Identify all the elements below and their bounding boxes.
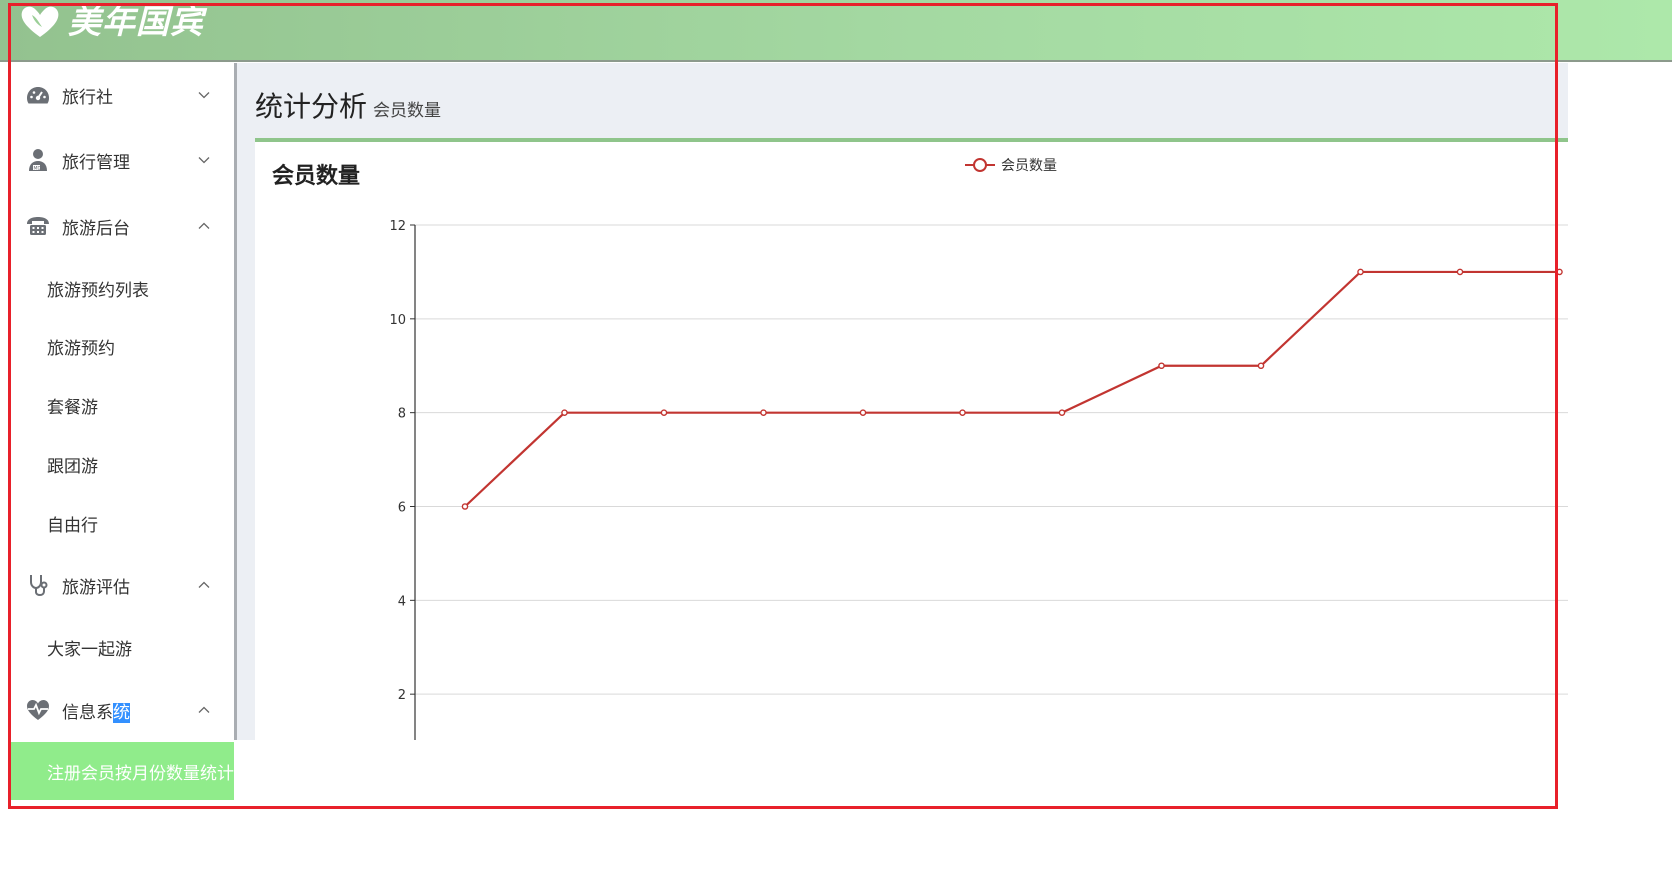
series-line — [464, 270, 1560, 508]
user-icon: MD — [26, 148, 50, 172]
data-point[interactable] — [660, 409, 668, 416]
y-tick-label: 8 — [398, 407, 406, 422]
data-point[interactable] — [1456, 268, 1464, 276]
main-content: 统计分析 会员数量 会员数量 2 4 6 8 10 12 会员数量 — [237, 63, 1568, 740]
sidebar-group-travel-agency[interactable]: 旅行社 — [10, 73, 234, 117]
heartbeat-icon — [26, 698, 50, 722]
data-point[interactable] — [1556, 268, 1563, 276]
sidebar-group-info-system[interactable]: 信息系统 — [10, 688, 234, 732]
page-title: 统计分析 — [255, 90, 368, 123]
sidebar-item-booking-list[interactable]: 旅游预约列表 — [10, 268, 234, 308]
sidebar-divider — [234, 63, 237, 740]
page-heading: 统计分析 会员数量 — [255, 85, 441, 125]
chart-card: 会员数量 2 4 6 8 10 12 会员数量 — [255, 138, 1568, 740]
y-tick-label: 2 — [398, 688, 406, 703]
legend-marker — [973, 158, 987, 172]
chevron-down-icon — [198, 92, 210, 99]
chevron-up-icon — [198, 706, 210, 713]
data-point[interactable] — [1357, 268, 1364, 276]
y-tick-label: 4 — [398, 594, 406, 609]
y-tick-label: 12 — [389, 219, 406, 234]
chevron-up-icon — [198, 222, 210, 229]
sidebar-item-label: 注册会员按月份数量统计 — [47, 763, 234, 784]
data-point[interactable] — [1058, 409, 1066, 416]
content-footer-area — [237, 740, 1568, 800]
brand-name: 美年国宾 — [68, 2, 204, 41]
brand-logo[interactable]: 美年国宾 — [18, 2, 204, 42]
sidebar-group-label: 旅行管理 — [62, 152, 130, 173]
sidebar-item-label: 旅游预约 — [47, 338, 115, 359]
svg-text:MD: MD — [34, 166, 42, 172]
sidebar-item-free-travel[interactable]: 自由行 — [10, 503, 234, 543]
telephone-icon — [26, 214, 50, 238]
sidebar-item-member-monthly-stats[interactable]: 注册会员按月份数量统计 — [10, 742, 234, 800]
chevron-down-icon — [198, 157, 210, 164]
sidebar-item-label: 跟团游 — [47, 456, 98, 477]
top-header: 美年国宾 — [0, 0, 1672, 62]
data-point[interactable] — [1158, 362, 1165, 370]
sidebar-item-package-tour[interactable]: 套餐游 — [10, 385, 234, 425]
dashboard-icon — [26, 83, 50, 107]
selected-text-highlight: 统 — [113, 702, 130, 723]
card-title: 会员数量 — [272, 164, 361, 189]
line-chart: 2 4 6 8 10 12 会员数量 — [389, 158, 1568, 740]
y-tick-label: 6 — [398, 501, 406, 516]
stethoscope-icon — [26, 573, 50, 597]
data-point[interactable] — [859, 409, 867, 416]
sidebar-group-travel-evaluation[interactable]: 旅游评估 — [10, 563, 234, 607]
data-point[interactable] — [461, 503, 469, 510]
sidebar-item-label: 大家一起游 — [47, 639, 132, 660]
sidebar-item-group-tour[interactable]: 跟团游 — [10, 444, 234, 484]
y-tick-label: 10 — [389, 313, 406, 328]
sidebar-item-booking[interactable]: 旅游预约 — [10, 326, 234, 366]
sidebar-group-travel-management[interactable]: MD 旅行管理 — [10, 138, 234, 182]
heart-leaf-logo-icon — [21, 6, 59, 37]
sidebar: 旅行社 MD 旅行管理 旅游后台 旅游预约列表 旅游预约 套餐游 — [10, 63, 234, 800]
data-point[interactable] — [760, 409, 767, 416]
sidebar-group-label: 旅行社 — [62, 87, 113, 108]
chevron-up-icon — [198, 581, 210, 588]
sidebar-item-label: 旅游预约列表 — [47, 280, 149, 301]
sidebar-group-label: 信息系统 — [62, 698, 130, 723]
data-point[interactable] — [959, 409, 966, 416]
sidebar-group-travel-backend[interactable]: 旅游后台 — [10, 204, 234, 248]
page-subtitle: 会员数量 — [373, 101, 442, 121]
sidebar-item-travel-together[interactable]: 大家一起游 — [10, 627, 234, 667]
legend-label[interactable]: 会员数量 — [1001, 158, 1057, 174]
sidebar-item-label: 套餐游 — [47, 397, 98, 418]
data-point[interactable] — [561, 409, 568, 416]
data-point[interactable] — [1257, 362, 1265, 370]
label-text: 信息系 — [62, 702, 113, 723]
sidebar-group-label: 旅游后台 — [62, 218, 130, 239]
sidebar-item-label: 自由行 — [47, 515, 98, 536]
sidebar-group-label: 旅游评估 — [62, 577, 130, 598]
